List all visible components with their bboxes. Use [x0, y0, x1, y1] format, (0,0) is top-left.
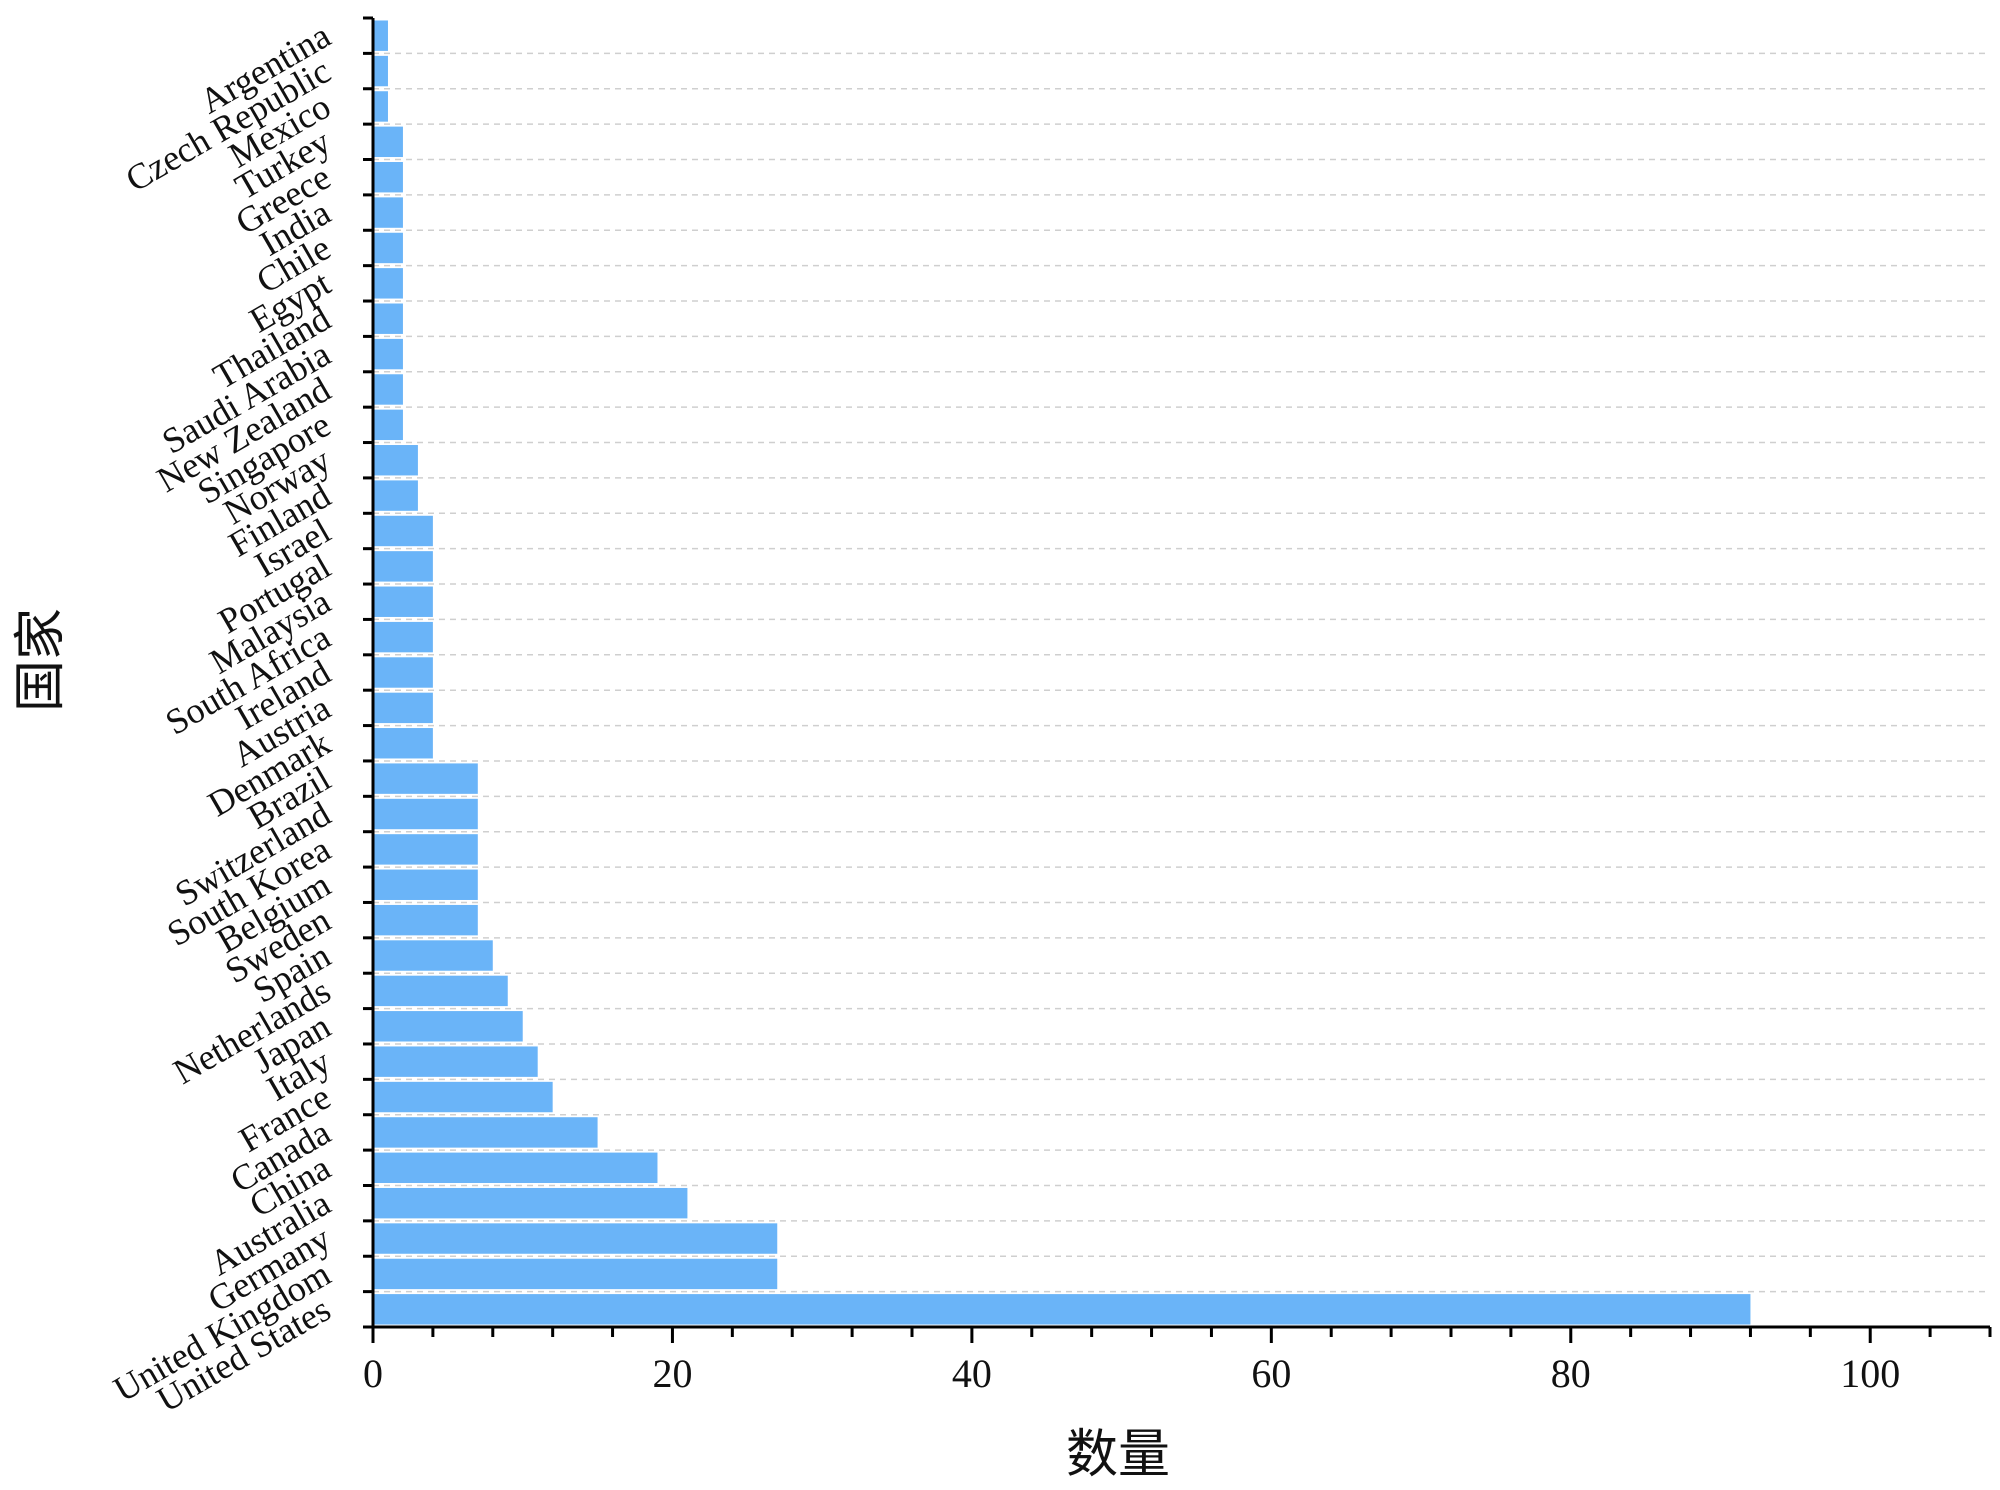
- bar: [373, 763, 478, 794]
- bar: [373, 20, 388, 51]
- bar: [373, 904, 478, 936]
- bar: [373, 869, 478, 900]
- bar: [373, 161, 403, 193]
- y-axis-title: 国家: [11, 608, 71, 712]
- bar: [373, 1011, 523, 1042]
- x-tick-label: 40: [952, 1351, 992, 1396]
- x-tick-label: 80: [1551, 1351, 1591, 1396]
- bar: [373, 480, 418, 511]
- bar: [373, 940, 493, 971]
- bar: [373, 268, 403, 299]
- bar: [373, 409, 403, 441]
- bar: [373, 303, 403, 334]
- bar: [373, 1081, 553, 1113]
- bar: [373, 728, 433, 759]
- bar: [373, 55, 388, 87]
- gridlines: [373, 52, 1990, 1293]
- x-tick-label: 60: [1251, 1351, 1291, 1396]
- bar: [373, 621, 433, 653]
- x-tick-label: 20: [652, 1351, 692, 1396]
- bar: [373, 834, 478, 865]
- bar: [373, 551, 433, 582]
- x-axis-title: 数量: [1066, 1425, 1170, 1485]
- bar: [373, 91, 388, 122]
- bar: [373, 657, 433, 688]
- bar: [373, 232, 403, 264]
- bar: [373, 1294, 1751, 1325]
- bar: [373, 1117, 598, 1148]
- bar: [373, 1187, 688, 1219]
- x-tick-labels: 0 20 40 60 80 100: [363, 1351, 1900, 1396]
- bar: [373, 338, 403, 370]
- x-tick-label: 100: [1840, 1351, 1900, 1396]
- bar: [373, 197, 403, 228]
- bars: [373, 20, 1751, 1325]
- bar: [373, 1046, 538, 1077]
- bar: [373, 1223, 778, 1254]
- bar: [373, 1258, 778, 1290]
- bar: [373, 374, 403, 405]
- bar: [373, 126, 403, 158]
- x-tick-label: 0: [363, 1351, 383, 1396]
- bar: [373, 515, 433, 547]
- bar: [373, 445, 418, 476]
- axes: [363, 16, 1992, 1343]
- bar: [373, 798, 478, 830]
- bar: [373, 1152, 658, 1184]
- bar: [373, 975, 508, 1007]
- bar: [373, 586, 433, 617]
- bar: [373, 692, 433, 724]
